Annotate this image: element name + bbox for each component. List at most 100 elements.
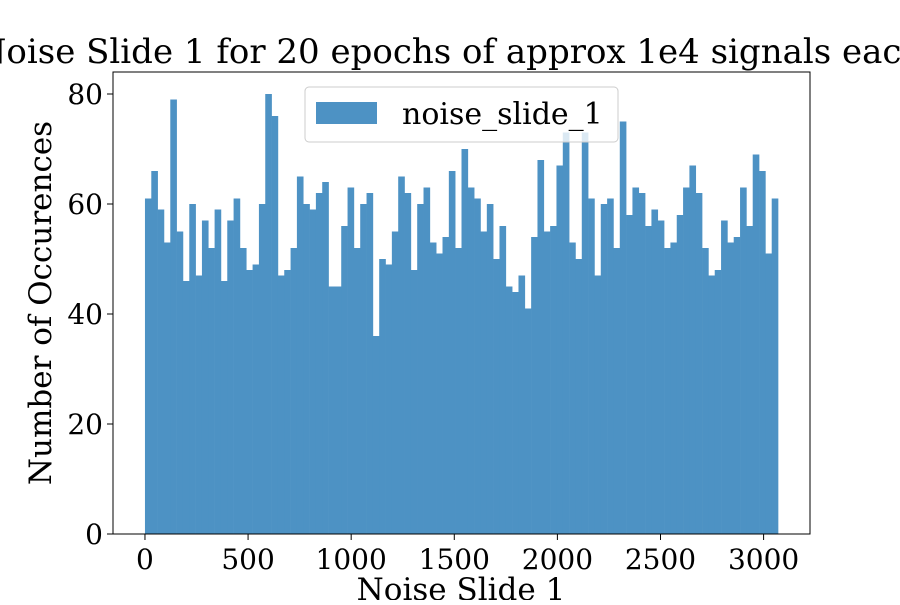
histogram-bar	[303, 204, 310, 534]
histogram-bar	[208, 248, 215, 534]
histogram-bar	[455, 248, 462, 534]
histogram-bar	[569, 242, 576, 534]
histogram-bar	[252, 264, 260, 534]
histogram-bar	[423, 187, 431, 534]
histogram-bar	[632, 187, 640, 534]
x-axis-label: Noise Slide 1	[357, 572, 566, 600]
histogram-bar	[214, 209, 222, 534]
histogram-bar	[607, 198, 614, 534]
histogram-bar	[170, 99, 177, 534]
histogram-bar	[233, 198, 241, 534]
legend-label: noise_slide_1	[402, 97, 603, 132]
histogram-bar	[619, 121, 627, 534]
histogram-bar	[467, 187, 475, 534]
histogram-bar	[613, 248, 621, 534]
histogram-bar	[404, 193, 412, 534]
histogram-bar	[638, 193, 646, 534]
histogram-bar	[721, 220, 728, 534]
histogram-bar	[531, 237, 538, 534]
histogram-bar	[683, 187, 690, 534]
histogram-bar	[727, 242, 735, 534]
histogram-bar	[550, 226, 557, 534]
histogram-bar	[480, 231, 488, 534]
histogram-bar	[436, 253, 443, 534]
histogram-bar	[486, 204, 494, 534]
histogram-bar	[385, 264, 393, 534]
plot-frame	[112, 71, 811, 535]
histogram-bar	[271, 116, 279, 534]
histogram-bar	[594, 275, 602, 534]
histogram-bar	[379, 259, 386, 534]
histogram-bar	[695, 193, 703, 534]
histogram-bar	[322, 182, 329, 534]
histogram-bar	[740, 187, 747, 534]
histogram-bar	[182, 281, 190, 534]
x-tick-label: 2500	[625, 543, 696, 576]
histogram-bar	[537, 160, 545, 534]
histogram-bar	[670, 242, 678, 534]
histogram-bar	[157, 209, 165, 534]
x-tick-label: 2000	[522, 543, 593, 576]
histogram-bar	[448, 171, 456, 534]
histogram-bar	[347, 187, 355, 534]
x-tick-label: 0	[136, 543, 154, 576]
histogram-bar	[341, 226, 348, 534]
histogram-bar	[771, 198, 779, 534]
histogram-bar	[765, 253, 773, 534]
histogram-bar	[746, 226, 754, 534]
histogram-bar	[391, 231, 399, 534]
histogram-bar	[163, 242, 171, 534]
x-axis-ticks: 0 500 1000 1500 2000 2500 3000	[136, 534, 799, 576]
histogram-bar	[581, 132, 589, 534]
histogram-bar	[657, 220, 665, 534]
histogram-bar	[176, 231, 184, 534]
y-axis-ticks: 0 20 40 60 80	[67, 78, 113, 551]
histogram-bar	[651, 209, 659, 534]
histogram-bar	[676, 215, 684, 534]
histogram-bar	[575, 259, 583, 534]
histogram-bar	[277, 275, 285, 534]
histogram-bar	[759, 171, 766, 534]
histogram-bar	[524, 308, 532, 534]
histogram-bar	[284, 270, 291, 534]
y-axis-label: Number of Occurences	[23, 121, 59, 485]
histogram-bar	[410, 270, 418, 534]
histogram-bar	[195, 275, 203, 534]
histogram-bar	[588, 198, 595, 534]
histogram-bar	[600, 204, 608, 534]
histogram-bar	[144, 198, 152, 534]
histogram-bar	[645, 226, 652, 534]
histogram-bar	[220, 281, 228, 534]
y-tick-label: 40	[67, 298, 103, 331]
histogram-bar	[227, 220, 234, 534]
histogram-bar	[372, 336, 380, 534]
histogram-bar	[417, 204, 424, 534]
histogram-bar	[493, 259, 500, 534]
y-tick-label: 60	[67, 188, 103, 221]
histogram-bar	[239, 248, 247, 534]
histogram-bar	[265, 94, 272, 534]
x-tick-label: 3000	[728, 543, 799, 576]
histogram-bar	[562, 132, 570, 534]
histogram-bar	[290, 248, 298, 534]
histogram-bar	[442, 237, 450, 534]
histogram-bars	[144, 94, 779, 534]
histogram-bar	[708, 275, 716, 534]
x-tick-label: 1500	[419, 543, 490, 576]
histogram-bar	[366, 193, 374, 534]
histogram-bar	[201, 220, 209, 534]
x-tick-label: 500	[221, 543, 274, 576]
x-tick-label: 1000	[316, 543, 387, 576]
histogram-bar	[556, 165, 564, 534]
histogram-bar	[702, 248, 709, 534]
histogram-bar	[315, 193, 323, 534]
histogram-bar	[151, 171, 158, 534]
histogram-bar	[733, 237, 741, 534]
chart-title: Noise Slide 1 for 20 epochs of approx 1e…	[0, 32, 900, 72]
histogram-bar	[461, 149, 469, 534]
histogram-bar	[334, 286, 342, 534]
histogram-bar	[429, 242, 437, 534]
y-tick-label: 20	[67, 408, 103, 441]
